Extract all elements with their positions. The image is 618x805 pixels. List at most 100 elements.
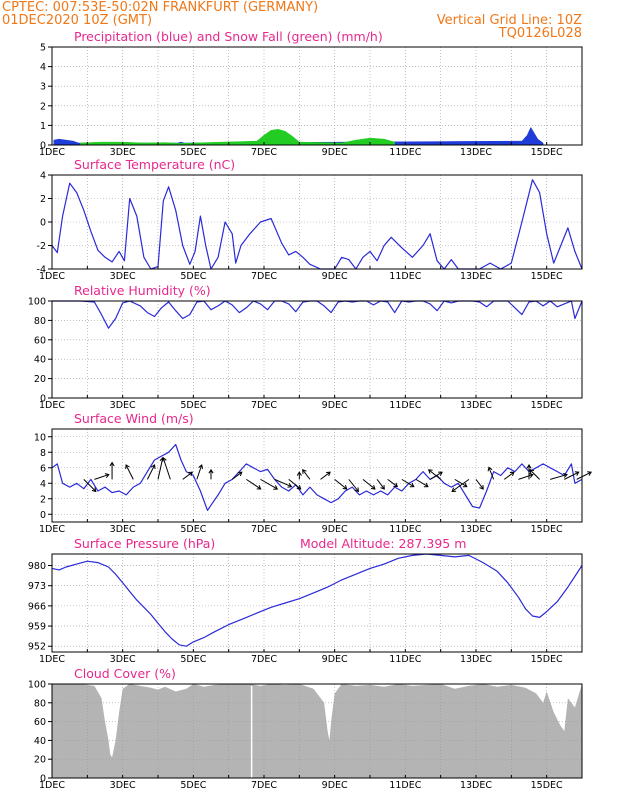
wind-arrow [182,471,194,480]
panel-2-ytick-label: 2 [40,194,46,205]
panel-5-line [51,553,583,647]
panel-3-ytick-label: 20 [34,374,46,385]
wind-arrow [334,478,348,490]
header-line1: CPTEC: 007:53E-50:02N FRANKFURT (GERMANY… [2,0,318,15]
panel-4-xtick-label: 15DEC [531,524,563,535]
panel-3-line [52,300,583,329]
panel-1-xtick-label: 3DEC [110,147,136,158]
wind-arrow [503,471,515,480]
panel-4-ytick-label: 0 [40,510,46,521]
chart-panels: Precipitation (blue) and Snow Fall (gree… [28,29,592,791]
header-date: 01DEC2020 10Z (GMT) [2,13,152,28]
wind-arrow [387,478,399,488]
panel-2-ytick-label: -4 [37,265,46,276]
panel-5-ytick-label: 952 [28,642,46,653]
wind-arrow [302,469,311,480]
panel-6-cloud-area [52,684,582,778]
wind-arrow [94,473,110,480]
wind-arrow [288,478,302,490]
panel-4-ytick-label: 2 [40,494,46,505]
panel-6-xtick-label: 5DEC [180,780,206,791]
panel-3-ytick-label: 80 [34,316,46,327]
wind-arrow [125,464,134,480]
panel-1-xtick-label: 1DEC [39,147,65,158]
panel-6-xtick-label: 9DEC [322,780,348,791]
wind-arrow [208,468,214,480]
panel-2-xtick-label: 13DEC [460,271,492,282]
panel-2-ytick-label: 0 [40,218,46,229]
panel-3-xtick-label: 11DEC [389,400,421,411]
panel-6-title: Cloud Cover (%) [74,666,176,681]
panel-6-ytick-label: 80 [34,698,46,709]
panel-6-ytick-label: 100 [28,680,46,691]
panel-2-line [51,179,583,270]
panel-5-xtick-label: 13DEC [460,654,492,665]
panel-5-xtick-label: 15DEC [531,654,563,665]
panel-1-ytick-label: 3 [40,82,46,93]
panel-4-xtick-label: 1DEC [39,524,65,535]
panel-5-title: Surface Pressure (hPa) [74,536,215,551]
wind-arrow [362,478,376,490]
wind-arrow [401,478,415,488]
panel-6-xtick-label: 15DEC [531,780,563,791]
panel-3: Relative Humidity (%) 0 20 40 60 80 100 1DEC 3DE… [28,283,583,411]
panel-1-ytick-label: 5 [40,43,46,54]
panel-5-xtick-label: 5DEC [180,654,206,665]
panel-6-ytick-label: 0 [40,774,46,785]
panel-6-xtick-label: 13DEC [460,780,492,791]
panel-5-ytick-label: 973 [28,581,46,592]
panel-3-ytick-label: 60 [34,335,46,346]
panel-4-ytick-label: 6 [40,463,46,474]
panel-1-ytick-label: 0 [40,141,46,152]
panel-4: Surface Wind (m/s) 0 2 4 6 8 10 1DEC 3DEC 5DEC 7DE… [34,411,592,535]
wind-arrow [161,456,171,480]
header-grid-line: Vertical Grid Line: 10Z [437,13,582,28]
panel-2-xtick-label: 1DEC [39,271,65,282]
panel-3-xtick-label: 5DEC [180,400,206,411]
panel-2-ytick-label: 4 [40,171,46,182]
wind-arrow [550,472,568,480]
wind-arrow [454,478,468,488]
wind-arrow [526,464,532,480]
wind-arrow [109,461,115,480]
wind-arrow [564,471,580,480]
wind-arrow [475,479,484,490]
panel-1-xtick-label: 5DEC [180,147,206,158]
wind-arrow [83,479,97,493]
panel-3-xtick-label: 15DEC [531,400,563,411]
panel-4-ytick-label: 8 [40,448,46,459]
panel-6-ytick-label: 20 [34,755,46,766]
panel-3-xtick-label: 9DEC [322,400,348,411]
panel-4-ytick-label: 10 [34,432,46,443]
panel-4-title: Surface Wind (m/s) [74,411,194,426]
panel-3-xtick-label: 7DEC [251,400,277,411]
header-model-id: TQ0126L028 [498,26,582,41]
panel-4-xtick-label: 13DEC [460,524,492,535]
panel-2-xtick-label: 9DEC [322,271,348,282]
panel-5-ytick-label: 980 [28,561,46,572]
panel-2-xtick-label: 7DEC [251,271,277,282]
panel-4-ytick-label: 4 [40,479,46,490]
panel-3-ytick-label: 40 [34,355,46,366]
panel-5-xtick-label: 1DEC [39,654,65,665]
panel-1-xtick-label: 13DEC [460,147,492,158]
panel-2-xtick-label: 11DEC [389,271,421,282]
panel-5-frame [51,553,583,653]
panel-2-xtick-label: 5DEC [180,271,206,282]
panel-6-xtick-label: 1DEC [39,780,65,791]
panel-6-xtick-label: 7DEC [251,780,277,791]
wind-arrow [260,478,279,490]
wind-arrow [518,473,534,480]
panel-3-ytick-label: 0 [40,394,46,405]
panel-3-ytick-label: 100 [28,297,46,308]
panel-1: Precipitation (blue) and Snow Fall (gree… [39,29,583,158]
panel-2-title: Surface Temperature (nC) [74,157,235,172]
panel-1-xtick-label: 15DEC [531,147,563,158]
panel-2-xtick-label: 3DEC [110,271,136,282]
wind-arrow [296,471,302,480]
panel-5-ytick-label: 966 [28,601,46,612]
panel-1-frame [51,46,583,146]
panel-3-xtick-label: 1DEC [39,400,65,411]
panel-4-xtick-label: 7DEC [251,524,277,535]
